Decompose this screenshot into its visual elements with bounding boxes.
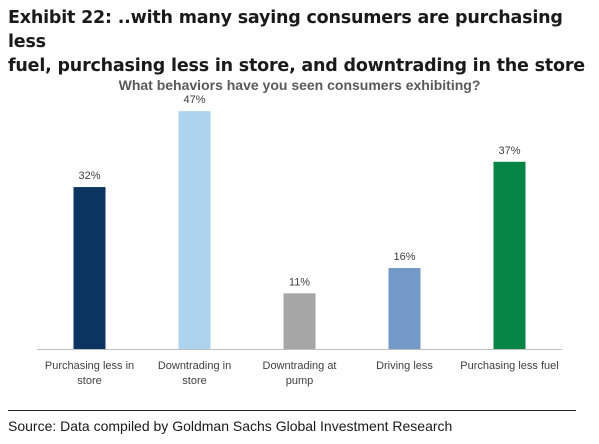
bar bbox=[493, 161, 526, 349]
category-label: Driving less bbox=[376, 360, 433, 372]
category-label: store bbox=[182, 375, 206, 387]
exhibit-title-line-2: fuel, purchasing less in store, and down… bbox=[8, 56, 585, 76]
bar bbox=[73, 187, 106, 349]
data-label: 16% bbox=[393, 251, 415, 263]
exhibit-title: Exhibit 22: ..with many saying consumers… bbox=[8, 6, 593, 78]
category-label: pump bbox=[286, 375, 314, 387]
data-label: 11% bbox=[289, 276, 310, 288]
category-label: Purchasing less fuel bbox=[460, 360, 558, 372]
source-note: Source: Data compiled by Goldman Sachs G… bbox=[8, 418, 453, 434]
bar bbox=[283, 293, 316, 349]
chart-title: What behaviors have you seen consumers e… bbox=[118, 77, 481, 93]
category-label: Downtrading at bbox=[263, 360, 337, 372]
data-label: 47% bbox=[183, 94, 205, 106]
bar-chart: 32% Purchasing less in store 47% Downtrading… bbox=[37, 94, 562, 387]
exhibit-title-line-1: Exhibit 22: ..with many saying consumers… bbox=[8, 8, 563, 52]
bar bbox=[388, 268, 421, 349]
category-label: Purchasing less in bbox=[45, 360, 134, 372]
source-divider bbox=[8, 410, 576, 411]
data-label: 37% bbox=[498, 145, 520, 157]
bar bbox=[178, 111, 211, 350]
category-label: Downtrading in bbox=[158, 360, 231, 372]
data-label: 32% bbox=[78, 170, 100, 182]
category-label: store bbox=[77, 375, 101, 387]
